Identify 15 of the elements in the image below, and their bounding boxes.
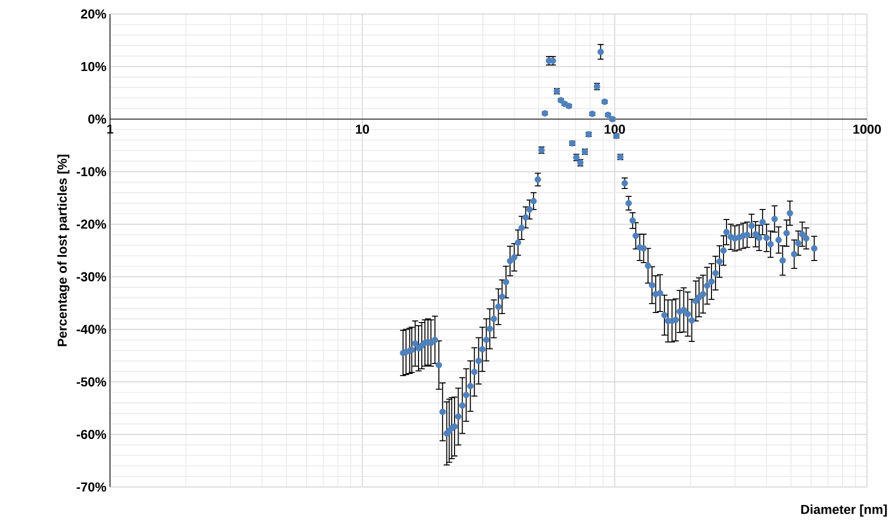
- y-tick-label: -70%: [76, 482, 106, 492]
- y-tick-label: 20%: [81, 9, 106, 19]
- y-axis-title: Percentage of lost particles [%]: [57, 154, 70, 346]
- y-tick-label: -10%: [76, 167, 106, 176]
- x-axis-title: Diameter [nm]: [801, 504, 887, 517]
- y-tick-label: -40%: [76, 324, 106, 334]
- y-tick-label: -60%: [76, 430, 106, 440]
- y-tick-label: 10%: [81, 62, 106, 72]
- y-tick-label: -30%: [76, 272, 106, 282]
- x-tick-label: 10: [356, 124, 370, 134]
- y-tick-label: -50%: [76, 377, 106, 386]
- x-tick-label: 100: [604, 124, 625, 134]
- y-tick-label: 0%: [88, 114, 106, 124]
- x-tick-label: 1000: [853, 124, 881, 134]
- y-tick-label: -20%: [76, 220, 106, 229]
